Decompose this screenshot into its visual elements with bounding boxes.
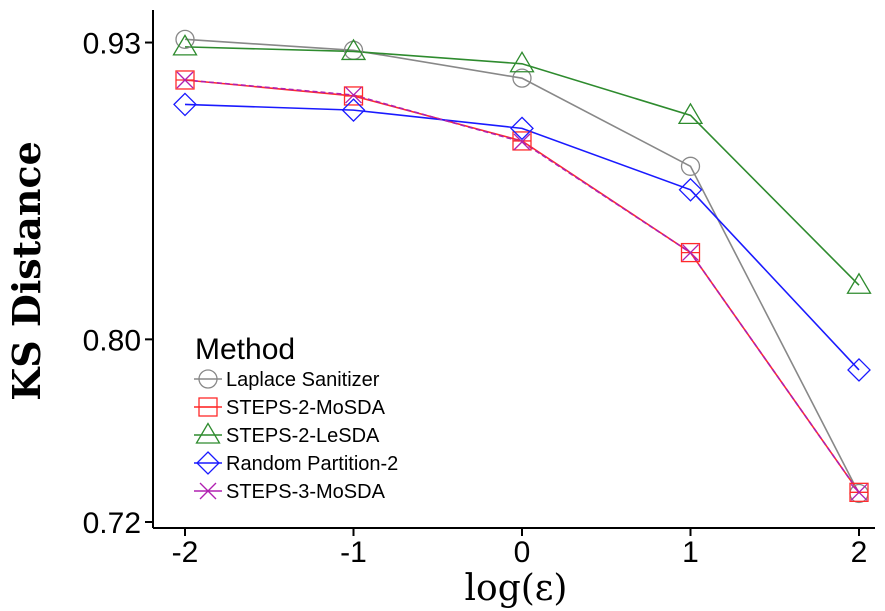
data-point-marker bbox=[510, 116, 534, 141]
data-point-marker bbox=[680, 156, 701, 176]
series-line-3 bbox=[184, 103, 860, 371]
data-point-marker bbox=[341, 98, 366, 123]
series-lines bbox=[184, 38, 860, 494]
legend-title: Method bbox=[195, 333, 295, 366]
legend-key-marker bbox=[196, 451, 220, 475]
x-axis-title: log(ε) bbox=[465, 568, 568, 609]
data-point-marker bbox=[509, 50, 535, 73]
data-point-marker bbox=[677, 102, 704, 125]
legend-item-label: STEPS-2-LeSDA bbox=[226, 425, 380, 447]
legend-item-label: Laplace Sanitizer bbox=[226, 369, 380, 391]
legend-item-label: STEPS-3-MoSDA bbox=[226, 481, 386, 503]
data-point-marker bbox=[682, 244, 699, 262]
y-tick-label: 0.93 bbox=[83, 28, 141, 61]
series-line-0 bbox=[184, 38, 860, 494]
x-tick-label: 0 bbox=[514, 536, 531, 569]
data-point-marker bbox=[175, 29, 195, 49]
data-point-marker bbox=[846, 272, 872, 294]
legend-key-marker bbox=[199, 482, 217, 500]
data-point-marker bbox=[850, 483, 868, 501]
x-tick-label: -2 bbox=[172, 536, 199, 569]
data-point-marker bbox=[173, 92, 197, 117]
x-tick-label: -1 bbox=[340, 536, 367, 569]
legend-key-marker bbox=[198, 369, 218, 389]
y-ticks: 0.93 0.80 0.72 bbox=[83, 28, 153, 540]
data-point-marker bbox=[340, 38, 367, 61]
axes bbox=[152, 10, 875, 529]
data-point-marker bbox=[345, 86, 362, 104]
data-point-marker bbox=[847, 358, 871, 382]
data-point-marker bbox=[172, 34, 198, 56]
legend-item-label: STEPS-2-MoSDA bbox=[226, 397, 386, 419]
legend-item-label: Random Partition-2 bbox=[226, 453, 398, 475]
y-tick-label: 0.72 bbox=[83, 507, 141, 540]
y-axis-title: KS Distance bbox=[4, 141, 49, 401]
x-tick-label: 2 bbox=[851, 536, 868, 569]
y-tick-label: 0.80 bbox=[83, 324, 141, 357]
series-markers bbox=[172, 29, 872, 504]
series-line-2 bbox=[184, 46, 860, 286]
data-point-marker bbox=[512, 68, 532, 88]
x-ticks: -2 -1 0 1 2 bbox=[172, 528, 868, 569]
legend: Method Laplace Sanitizer STEPS-2-MoSDA STE… bbox=[194, 333, 398, 503]
data-point-marker bbox=[678, 177, 703, 202]
data-point-marker bbox=[176, 71, 194, 89]
x-tick-label: 1 bbox=[682, 536, 699, 569]
legend-key-marker bbox=[195, 422, 221, 444]
legend-key-marker bbox=[198, 397, 218, 417]
data-point-marker bbox=[513, 133, 531, 151]
